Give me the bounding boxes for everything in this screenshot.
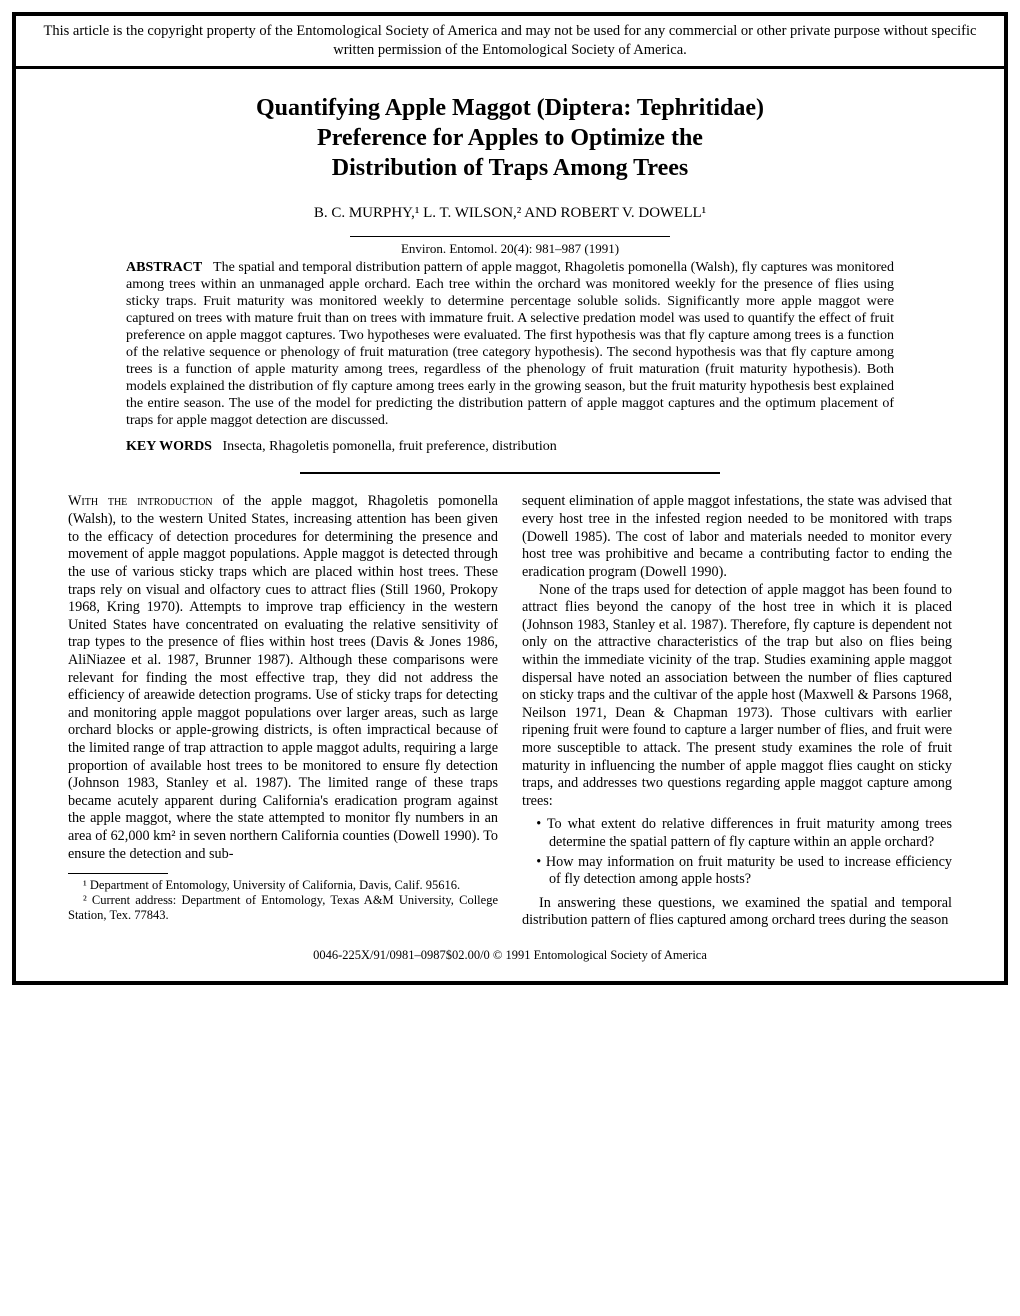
- authors-text: B. C. MURPHY,¹ L. T. WILSON,² AND ROBERT…: [314, 205, 706, 221]
- left-p1: With the introduction of the apple maggo…: [68, 493, 498, 863]
- page-content: Quantifying Apple Maggot (Diptera: Tephr…: [16, 69, 1004, 981]
- left-column: With the introduction of the apple maggo…: [68, 493, 498, 930]
- footnote-2: ² Current address: Department of Entomol…: [68, 893, 498, 923]
- right-p1: sequent elimination of apple maggot infe…: [522, 493, 952, 581]
- page-frame: This article is the copyright property o…: [12, 12, 1008, 985]
- question-bullets: To what extent do relative differences i…: [522, 816, 952, 888]
- title-line-2: Preference for Apples to Optimize the: [317, 125, 703, 151]
- authors-line: B. C. MURPHY,¹ L. T. WILSON,² AND ROBERT…: [68, 205, 952, 222]
- title-line-3: Distribution of Traps Among Trees: [332, 155, 688, 181]
- page-footer: 0046-225X/91/0981–0987$02.00/0 © 1991 En…: [68, 948, 952, 969]
- copyright-text: This article is the copyright property o…: [44, 23, 977, 58]
- abstract-label: ABSTRACT: [126, 260, 202, 275]
- keywords-label: KEY WORDS: [126, 439, 212, 454]
- rule-below-keywords-wrap: [68, 461, 952, 479]
- right-p2: None of the traps used for detection of …: [522, 582, 952, 811]
- bullet-1: To what extent do relative differences i…: [536, 816, 952, 851]
- abstract-text: The spatial and temporal distribution pa…: [126, 260, 894, 429]
- citation-text: Environ. Entomol. 20(4): 981–987 (1991): [401, 241, 619, 256]
- copyright-banner: This article is the copyright property o…: [16, 16, 1004, 69]
- body-columns: With the introduction of the apple maggo…: [68, 493, 952, 930]
- title-line-1: Quantifying Apple Maggot (Diptera: Tephr…: [256, 95, 764, 121]
- right-p3: In answering these questions, we examine…: [522, 895, 952, 930]
- right-column: sequent elimination of apple maggot infe…: [522, 493, 952, 930]
- rule-above-citation: [350, 236, 670, 237]
- spacer: [68, 479, 952, 493]
- keywords-block: KEY WORDS Insecta, Rhagoletis pomonella,…: [126, 439, 894, 455]
- bullet-2: How may information on fruit maturity be…: [536, 854, 952, 889]
- left-p1-rest: of the apple maggot, Rhagoletis pomonell…: [68, 493, 498, 861]
- abstract-block: ABSTRACT The spatial and temporal distri…: [126, 259, 894, 430]
- citation-line: Environ. Entomol. 20(4): 981–987 (1991): [68, 241, 952, 257]
- footnote-separator: [68, 873, 168, 874]
- left-p1-lead: With the introduction: [68, 493, 213, 509]
- rule-below-keywords: [300, 472, 720, 474]
- page-footer-text: 0046-225X/91/0981–0987$02.00/0 © 1991 En…: [313, 948, 707, 962]
- keywords-text: Insecta, Rhagoletis pomonella, fruit pre…: [222, 439, 556, 454]
- article-title: Quantifying Apple Maggot (Diptera: Tephr…: [68, 93, 952, 183]
- footnote-1: ¹ Department of Entomology, University o…: [68, 878, 498, 893]
